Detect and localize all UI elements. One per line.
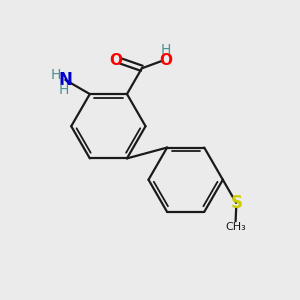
Text: S: S bbox=[231, 194, 243, 212]
Text: CH₃: CH₃ bbox=[225, 222, 246, 232]
Text: H: H bbox=[51, 68, 61, 82]
Text: H: H bbox=[160, 43, 171, 57]
Text: H: H bbox=[59, 83, 69, 97]
Text: N: N bbox=[58, 71, 72, 89]
Text: O: O bbox=[110, 53, 122, 68]
Text: O: O bbox=[159, 53, 172, 68]
